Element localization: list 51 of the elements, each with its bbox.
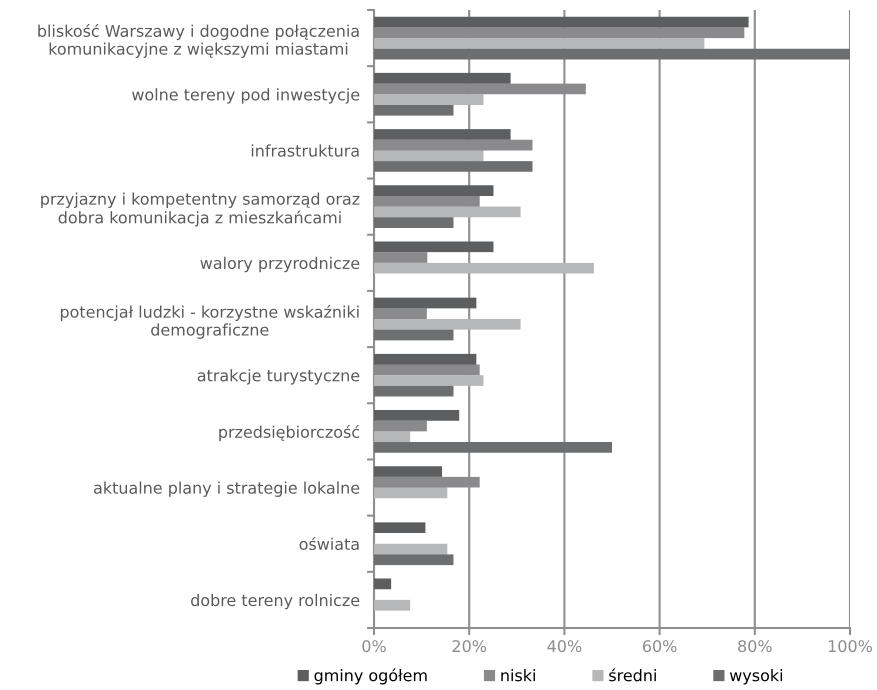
x-tick-label: 60% [642, 640, 676, 652]
bar [374, 319, 521, 330]
bar [374, 442, 612, 453]
legend-label: niski [501, 669, 535, 682]
x-tick-label: 80% [738, 640, 772, 652]
y-tick-label: aktualne plany i strategie lokalne [94, 481, 360, 497]
x-tick-label: 20% [452, 640, 486, 652]
x-tick-label: 40% [547, 640, 582, 652]
bar [374, 217, 454, 228]
bar [374, 431, 410, 442]
bar [374, 161, 533, 172]
bar [374, 544, 448, 554]
bar [374, 104, 454, 116]
bar [374, 150, 484, 162]
bar [374, 554, 454, 566]
bar [374, 578, 392, 590]
bar [374, 48, 850, 60]
y-tick-label: infrastruktura [252, 144, 359, 157]
bar [374, 298, 476, 308]
legend-label: średni [609, 668, 656, 682]
bar [374, 129, 511, 140]
bar [374, 94, 484, 105]
bar [374, 466, 442, 477]
bar [374, 410, 460, 421]
y-tick-label: dobre tereny rolnicze [191, 594, 360, 610]
bar [374, 354, 476, 365]
bar [374, 600, 410, 611]
y-tick-label: przyjazny i kompetentny samorząd oraz dobra komunikacja z mieszkańcami [41, 192, 360, 227]
bar [374, 38, 704, 49]
bar [374, 241, 494, 252]
bar [374, 386, 454, 397]
x-tick-label: 0% [362, 640, 386, 652]
bar [374, 522, 426, 534]
legend-label: wysoki [730, 669, 782, 684]
y-tick-label: przedsiębiorczość [219, 424, 360, 442]
bar [374, 206, 521, 218]
y-tick-label: oświata [300, 537, 359, 550]
y-tick-label: wolne tereny pod inwestycje [132, 88, 360, 104]
bar [374, 72, 511, 84]
x-tick-label: 100% [828, 640, 872, 652]
bar [374, 375, 484, 386]
bar [374, 16, 749, 28]
bar [374, 262, 594, 274]
bar [374, 185, 494, 196]
legend-label: gminy ogółem [314, 668, 427, 684]
y-tick-label: potencjał ludzki - korzystne wskaźniki demograficzne [60, 304, 359, 339]
y-tick-label: walory przyrodnicze [200, 256, 360, 272]
y-tick-label: atrakcje turystyczne [198, 369, 360, 385]
bar [374, 488, 448, 498]
y-tick-label: bliskość Warszawy i dogodne połączenia komunikacyjne z większymi miastami [38, 24, 359, 58]
bar [374, 330, 454, 340]
